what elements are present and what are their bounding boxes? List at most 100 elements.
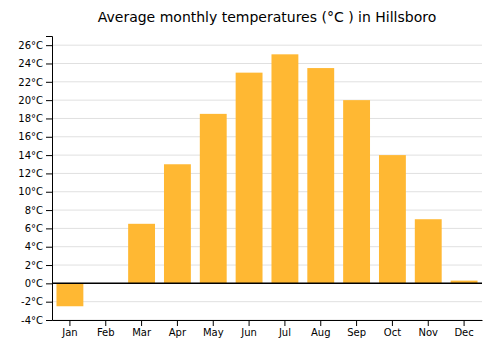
- x-tick: Apr: [169, 320, 187, 338]
- bar: [379, 155, 406, 283]
- x-tick-mark: [141, 320, 142, 326]
- y-tick-label: 14°C: [18, 150, 43, 161]
- y-tick: -2°C: [21, 296, 52, 307]
- y-tick: 24°C: [18, 58, 52, 69]
- y-tick: 6°C: [25, 223, 52, 234]
- y-tick-label: 16°C: [18, 131, 43, 142]
- x-tick-label: Jul: [278, 327, 291, 338]
- bar: [200, 114, 227, 283]
- x-tick-mark: [213, 320, 214, 326]
- y-tick-label: -4°C: [21, 315, 43, 326]
- grid-line: [52, 173, 482, 174]
- bar: [307, 68, 334, 283]
- y-tick-mark: [46, 173, 52, 174]
- y-tick-mark: [46, 210, 52, 211]
- y-tick-mark: [46, 247, 52, 248]
- grid-line: [52, 118, 482, 119]
- x-tick-label: Feb: [97, 327, 115, 338]
- x-tick: Nov: [418, 320, 438, 338]
- x-axis-line: [53, 320, 483, 321]
- y-tick-label: 0°C: [25, 278, 43, 289]
- x-tick: Feb: [97, 320, 115, 338]
- x-tick-mark: [464, 320, 465, 326]
- x-tick-mark: [105, 320, 106, 326]
- x-tick: Aug: [311, 320, 331, 338]
- chart: -4°C -2°C 0°C 2°C 4°C 6°C 8°C 10°C 12°C 14°C 16°C 1…: [0, 0, 500, 350]
- bar: [343, 100, 370, 283]
- y-tick: 2°C: [25, 260, 52, 271]
- x-tick-mark: [69, 320, 70, 326]
- x-tick-mark: [356, 320, 357, 326]
- y-tick-label: 20°C: [18, 95, 43, 106]
- y-tick-label: 24°C: [18, 58, 43, 69]
- grid-line: [52, 100, 482, 101]
- y-tick: 22°C: [18, 77, 52, 88]
- y-tick: 4°C: [25, 241, 52, 252]
- x-tick-label: Jun: [240, 327, 257, 338]
- y-tick-mark: [46, 63, 52, 64]
- x-tick: Jul: [278, 320, 291, 338]
- x-tick-label: Dec: [454, 327, 473, 338]
- x-tick-label: Oct: [384, 327, 401, 338]
- y-tick-mark: [46, 155, 52, 156]
- y-tick: 8°C: [25, 205, 52, 216]
- grid-line: [52, 155, 482, 156]
- y-tick-label: 6°C: [25, 223, 43, 234]
- y-tick: 26°C: [18, 40, 52, 51]
- y-tick-mark: [46, 302, 52, 303]
- y-tick: -4°C: [21, 315, 52, 326]
- grid-line: [52, 81, 482, 82]
- y-tick-label: 18°C: [18, 113, 43, 124]
- y-tick-mark: [46, 45, 52, 46]
- y-tick-label: 2°C: [25, 260, 43, 271]
- x-tick-mark: [392, 320, 393, 326]
- bar: [271, 54, 298, 283]
- x-tick-label: Apr: [169, 327, 187, 338]
- grid: [52, 45, 482, 320]
- y-tick-mark: [46, 283, 52, 284]
- x-tick: Jun: [240, 320, 257, 338]
- bar: [415, 219, 442, 283]
- x-tick-label: Sep: [347, 327, 366, 338]
- grid-line: [52, 45, 482, 46]
- x-tick: Sep: [347, 320, 366, 338]
- bar: [128, 224, 155, 284]
- x-tick-mark: [177, 320, 178, 326]
- y-tick-mark: [46, 100, 52, 101]
- bars: [56, 54, 477, 306]
- grid-line: [52, 210, 482, 211]
- x-tick: Mar: [132, 320, 152, 338]
- y-tick: 0°C: [25, 278, 52, 289]
- x-tick-mark: [249, 320, 250, 326]
- y-tick-mark: [46, 82, 52, 83]
- y-axis: -4°C -2°C 0°C 2°C 4°C 6°C 8°C 10°C 12°C 14°C 16°C 1…: [18, 37, 52, 326]
- y-tick: 14°C: [18, 150, 52, 161]
- y-tick: 18°C: [18, 113, 52, 124]
- x-tick: May: [203, 320, 224, 338]
- grid-line: [52, 301, 482, 302]
- y-tick-label: 26°C: [18, 40, 43, 51]
- y-tick-label: 4°C: [25, 241, 43, 252]
- y-tick-mark: [46, 228, 52, 229]
- y-tick: 12°C: [18, 168, 52, 179]
- y-tick-mark: [46, 118, 52, 119]
- y-tick-mark: [46, 265, 52, 266]
- y-tick: 10°C: [18, 186, 52, 197]
- grid-line: [52, 283, 482, 284]
- x-tick: Jan: [61, 320, 77, 338]
- x-tick-label: Mar: [132, 327, 152, 338]
- bar: [236, 73, 263, 284]
- grid-line: [52, 136, 482, 137]
- y-axis-line: [46, 37, 53, 321]
- grid-line: [52, 191, 482, 192]
- plot: -4°C -2°C 0°C 2°C 4°C 6°C 8°C 10°C 12°C 14°C 16°C 1…: [18, 37, 482, 339]
- x-tick-mark: [320, 320, 321, 326]
- y-tick-label: 22°C: [18, 77, 43, 88]
- y-tick-label: 10°C: [18, 186, 43, 197]
- bar: [164, 164, 191, 283]
- x-tick: Oct: [384, 320, 401, 338]
- x-tick-label: Nov: [418, 327, 438, 338]
- x-tick-label: May: [203, 327, 224, 338]
- grid-line: [52, 63, 482, 64]
- x-tick: Dec: [454, 320, 473, 338]
